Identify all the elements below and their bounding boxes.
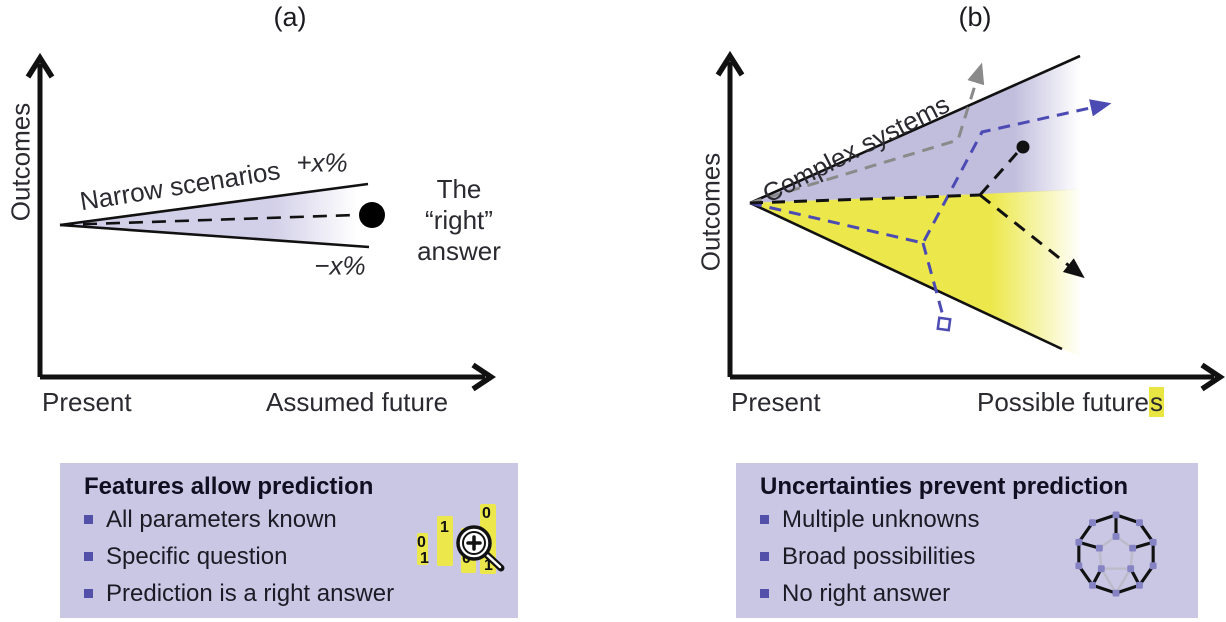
svg-text:1: 1	[484, 557, 493, 574]
list-item: Broad possibilities	[736, 538, 1198, 575]
black-endpoint-dot	[1016, 140, 1030, 154]
panel-b-title: (b)	[958, 2, 992, 32]
bullet-text: No right answer	[782, 579, 951, 607]
black-dashed-up-branch	[978, 152, 1019, 196]
diagram-linework	[25, 50, 1225, 392]
network-polyhedron-icon	[1072, 510, 1160, 598]
panel-a-title: (a)	[273, 2, 307, 32]
panel-b-trajectories	[749, 62, 1112, 332]
panel-b-cone	[749, 54, 1081, 357]
blue-dashed-trajectory	[749, 99, 1112, 245]
svg-text:0: 0	[482, 505, 491, 522]
svg-text:1: 1	[440, 519, 449, 536]
panel-a-y-axis-label: Outcomes	[5, 102, 36, 222]
panel-a-x-start-label: Present	[42, 387, 132, 417]
panel-b-box-title: Uncertainties prevent prediction	[760, 473, 1129, 500]
bullet-text: All parameters known	[106, 505, 337, 533]
highlighted-s: s	[1148, 387, 1164, 417]
panel-a-info-box: Features allow prediction All parameters…	[60, 463, 518, 618]
bullet-text: Broad possibilities	[782, 542, 976, 570]
bullet-square-icon	[84, 515, 93, 524]
panel-b-info-box: Uncertainties prevent prediction Multipl…	[736, 463, 1198, 618]
list-item: All parameters known	[60, 501, 518, 538]
panel-a-box-title: Features allow prediction	[84, 473, 374, 500]
list-item: No right answer	[736, 575, 1198, 612]
svg-text:0: 0	[417, 534, 426, 551]
black-dashed-trajectory	[749, 193, 981, 205]
blue-dashed-branch	[921, 242, 945, 317]
gray-dashed-trajectory	[749, 62, 985, 205]
list-item: Multiple unknowns	[736, 501, 1198, 538]
panel-b-axes	[715, 50, 1225, 392]
panel-a-x-end-label: Assumed future	[266, 387, 449, 417]
bullet-square-icon	[84, 552, 93, 561]
panel-a-upper-bound-label: +x%	[296, 147, 348, 178]
list-item: Prediction is a right answer	[60, 575, 518, 612]
bullet-text: Multiple unknowns	[782, 505, 980, 533]
bullet-square-icon	[760, 552, 769, 561]
panel-b-y-axis-label: Outcomes	[695, 152, 726, 272]
panel-a-cone	[59, 182, 385, 249]
bullet-square-icon	[84, 589, 93, 598]
list-item: Specific question	[60, 538, 518, 575]
right-answer-label: The “right” answer	[417, 174, 501, 266]
svg-text:1: 1	[420, 550, 429, 567]
bullet-square-icon	[760, 589, 769, 598]
panel-a-axes	[25, 52, 496, 392]
magnifier-binary-icon: 0 1 0 1 0 1	[417, 503, 512, 588]
bullet-text: Prediction is a right answer	[106, 579, 395, 607]
panel-a-lower-bound-label: −x%	[314, 250, 366, 281]
open-square-marker	[936, 316, 952, 332]
right-answer-dot	[359, 202, 385, 228]
panel-b-x-start-label: Present	[731, 387, 821, 417]
bullet-square-icon	[760, 515, 769, 524]
bullet-text: Specific question	[106, 542, 288, 570]
magnifier-glass	[456, 525, 505, 572]
panel-b-x-end-label: Possible futures	[977, 387, 1164, 417]
